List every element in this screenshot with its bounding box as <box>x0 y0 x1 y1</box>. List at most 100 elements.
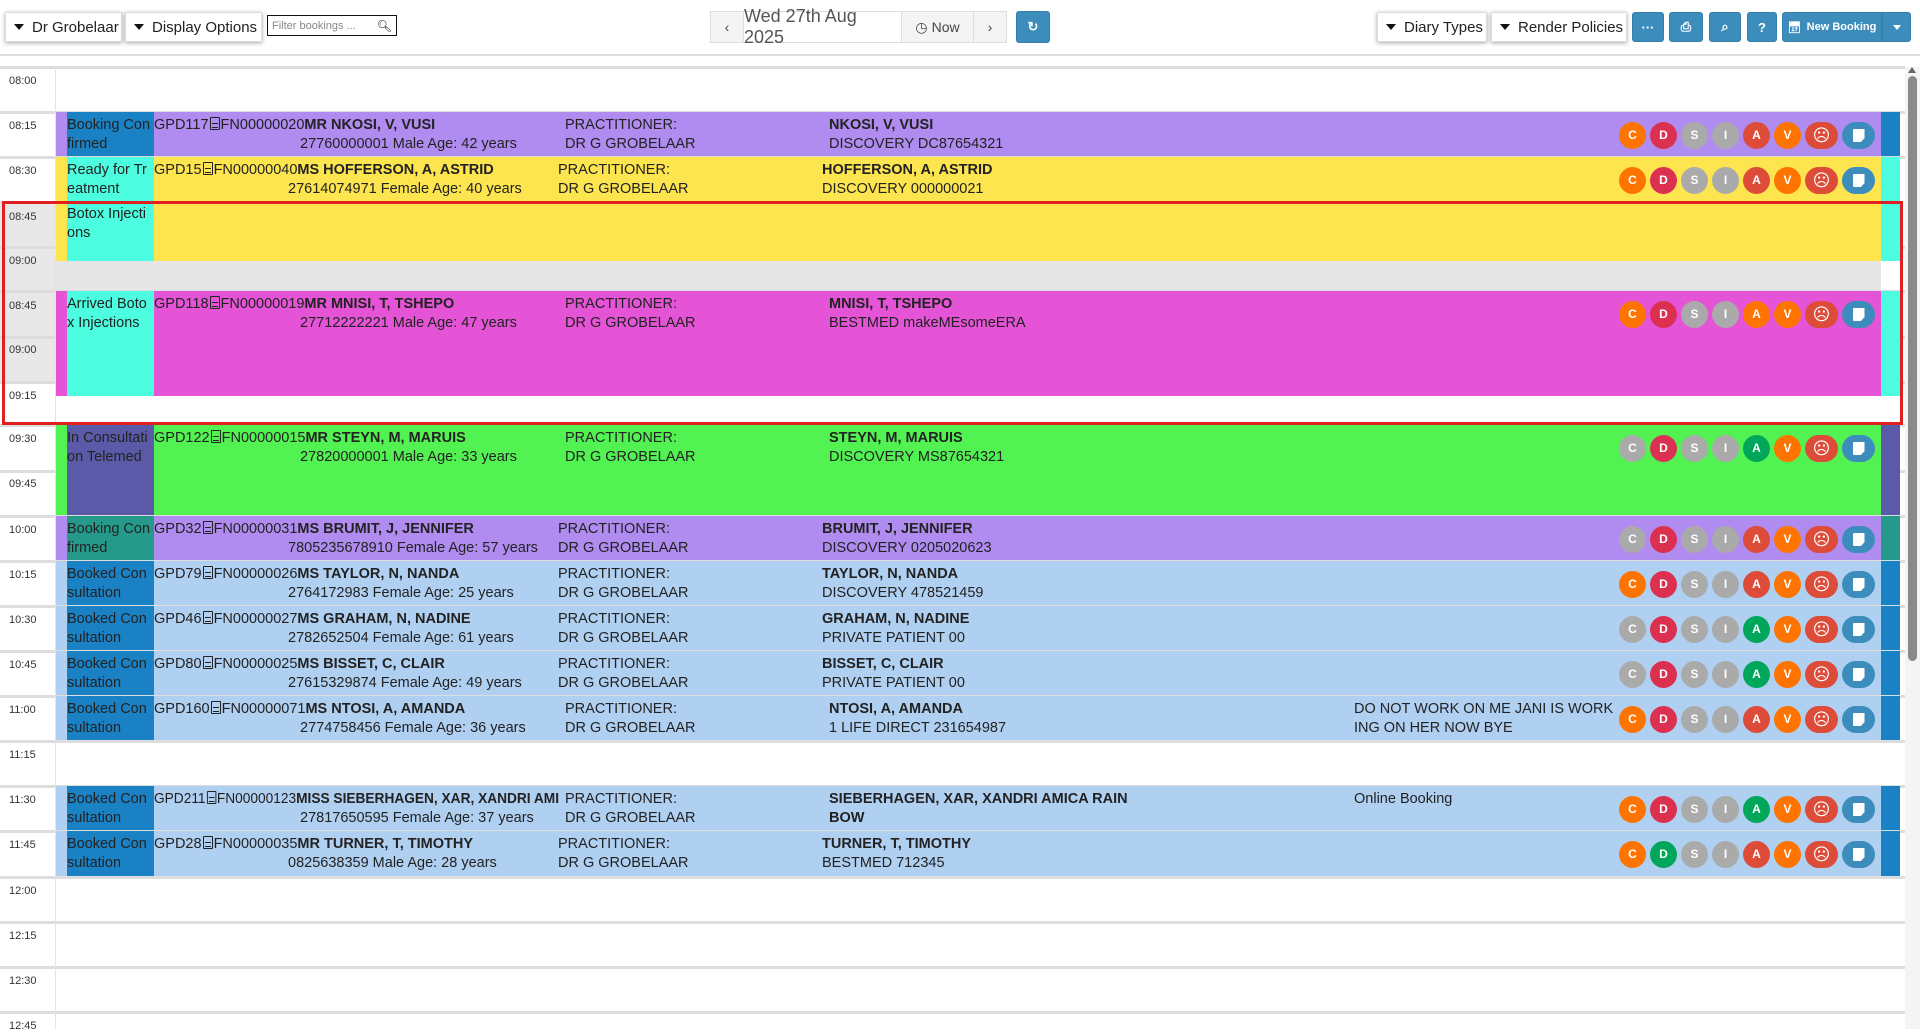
badge-c[interactable]: C <box>1619 841 1646 868</box>
document-icon[interactable] <box>202 162 213 175</box>
badge-a[interactable]: A <box>1743 661 1770 688</box>
badge-c[interactable]: C <box>1619 122 1646 149</box>
previous-day-button[interactable]: ‹ <box>710 11 744 43</box>
document-icon[interactable] <box>210 430 221 443</box>
notes-button[interactable] <box>1842 661 1875 688</box>
badge-c[interactable]: C <box>1619 616 1646 643</box>
filter-bookings-input[interactable]: Filter bookings ... 🔍︎ <box>267 15 397 36</box>
notes-button[interactable] <box>1842 706 1875 733</box>
booking-row[interactable]: In Consultation Telemed GPD122 FN00000015M… <box>56 425 1881 515</box>
document-icon[interactable] <box>209 296 220 309</box>
badge-c[interactable]: C <box>1619 796 1646 823</box>
badge-i[interactable]: I <box>1712 301 1739 328</box>
badge-v[interactable]: V <box>1774 435 1801 462</box>
badge-s[interactable]: S <box>1681 706 1708 733</box>
patient-title-name[interactable]: MS GRAHAM, N, NADINE <box>297 611 471 627</box>
document-icon[interactable] <box>202 566 213 579</box>
patient-title-name[interactable]: MS NTOSI, A, AMANDA <box>305 701 466 717</box>
badge-c[interactable]: C <box>1619 526 1646 553</box>
sad-face-icon[interactable]: ☹ <box>1805 841 1838 868</box>
notes-button[interactable] <box>1842 301 1875 328</box>
badge-v[interactable]: V <box>1774 796 1801 823</box>
badge-v[interactable]: V <box>1774 571 1801 598</box>
badge-v[interactable]: V <box>1774 706 1801 733</box>
help-button[interactable]: ? <box>1747 12 1777 42</box>
next-day-button[interactable]: › <box>973 11 1007 43</box>
badge-c[interactable]: C <box>1619 167 1646 194</box>
badge-d[interactable]: D <box>1650 122 1677 149</box>
badge-i[interactable]: I <box>1712 796 1739 823</box>
badge-v[interactable]: V <box>1774 616 1801 643</box>
badge-d[interactable]: D <box>1650 571 1677 598</box>
sad-face-icon[interactable]: ☹ <box>1805 571 1838 598</box>
patient-title-name[interactable]: MS BRUMIT, J, JENNIFER <box>297 521 474 537</box>
diary-types-dropdown[interactable]: Diary Types <box>1377 12 1487 42</box>
sad-face-icon[interactable]: ☹ <box>1805 706 1838 733</box>
badge-c[interactable]: C <box>1619 435 1646 462</box>
badge-a[interactable]: A <box>1743 301 1770 328</box>
badge-d[interactable]: D <box>1650 796 1677 823</box>
render-policies-dropdown[interactable]: Render Policies <box>1491 12 1627 42</box>
badge-i[interactable]: I <box>1712 661 1739 688</box>
sad-face-icon[interactable]: ☹ <box>1805 526 1838 553</box>
booking-row[interactable]: Arrived Botox Injections GPD118 FN00000019… <box>56 291 1881 396</box>
patient-title-name[interactable]: MS BISSET, C, CLAIR <box>297 656 445 672</box>
booking-row[interactable]: Booked Consultation GPD28 FN00000035MR TUR… <box>56 831 1881 876</box>
print-button[interactable]: ⎙ <box>1669 12 1703 42</box>
badge-d[interactable]: D <box>1650 167 1677 194</box>
badge-s[interactable]: S <box>1681 571 1708 598</box>
booking-row[interactable]: Ready for Treatment Botox Injections GPD15… <box>56 157 1881 261</box>
badge-a[interactable]: A <box>1743 706 1770 733</box>
document-icon[interactable] <box>206 791 216 804</box>
badge-a[interactable]: A <box>1743 122 1770 149</box>
sad-face-icon[interactable]: ☹ <box>1805 435 1838 462</box>
badge-v[interactable]: V <box>1774 526 1801 553</box>
badge-v[interactable]: V <box>1774 301 1801 328</box>
badge-a[interactable]: A <box>1743 841 1770 868</box>
booking-row[interactable]: Booked Consultation GPD160 FN00000071MS NT… <box>56 696 1881 740</box>
refresh-button[interactable]: ↻ <box>1016 11 1050 43</box>
scroll-up-icon[interactable] <box>1908 67 1916 73</box>
sad-face-icon[interactable]: ☹ <box>1805 796 1838 823</box>
badge-s[interactable]: S <box>1681 435 1708 462</box>
badge-d[interactable]: D <box>1650 526 1677 553</box>
patient-title-name[interactable]: MISS SIEBERHAGEN, XAR, XANDRI AMI <box>296 791 560 807</box>
badge-v[interactable]: V <box>1774 167 1801 194</box>
booking-row[interactable]: Booked Consultation GPD79 FN00000026MS TAY… <box>56 561 1881 605</box>
badge-d[interactable]: D <box>1650 841 1677 868</box>
badge-d[interactable]: D <box>1650 661 1677 688</box>
date-display[interactable]: Wed 27th Aug 2025 <box>743 6 902 47</box>
sad-face-icon[interactable]: ☹ <box>1805 167 1838 194</box>
document-icon[interactable] <box>210 701 221 714</box>
badge-a[interactable]: A <box>1743 167 1770 194</box>
booking-row[interactable]: Booking Confirmed GPD117 FN00000020MR NKOS… <box>56 112 1881 156</box>
badge-c[interactable]: C <box>1619 301 1646 328</box>
badge-s[interactable]: S <box>1681 167 1708 194</box>
badge-a[interactable]: A <box>1743 526 1770 553</box>
badge-d[interactable]: D <box>1650 435 1677 462</box>
badge-v[interactable]: V <box>1774 122 1801 149</box>
notes-button[interactable] <box>1842 526 1875 553</box>
sad-face-icon[interactable]: ☹ <box>1805 616 1838 643</box>
badge-c[interactable]: C <box>1619 706 1646 733</box>
notes-button[interactable] <box>1842 841 1875 868</box>
patient-title-name[interactable]: MR MNISI, T, TSHEPO <box>304 296 455 312</box>
badge-a[interactable]: A <box>1743 616 1770 643</box>
badge-s[interactable]: S <box>1681 796 1708 823</box>
document-icon[interactable] <box>202 836 213 849</box>
badge-a[interactable]: A <box>1743 435 1770 462</box>
sad-face-icon[interactable]: ☹ <box>1805 301 1838 328</box>
sad-face-icon[interactable]: ☹ <box>1805 122 1838 149</box>
more-button[interactable]: ··· <box>1632 12 1664 42</box>
badge-c[interactable]: C <box>1619 571 1646 598</box>
notes-button[interactable] <box>1842 167 1875 194</box>
badge-s[interactable]: S <box>1681 661 1708 688</box>
search-button[interactable]: ⌕ <box>1709 12 1741 42</box>
document-icon[interactable] <box>202 521 213 534</box>
booking-row[interactable]: Booked Consultation GPD46 FN00000027MS GRA… <box>56 606 1881 650</box>
badge-i[interactable]: I <box>1712 841 1739 868</box>
badge-d[interactable]: D <box>1650 706 1677 733</box>
badge-s[interactable]: S <box>1681 841 1708 868</box>
badge-i[interactable]: I <box>1712 706 1739 733</box>
display-options-dropdown[interactable]: Display Options <box>125 12 262 42</box>
